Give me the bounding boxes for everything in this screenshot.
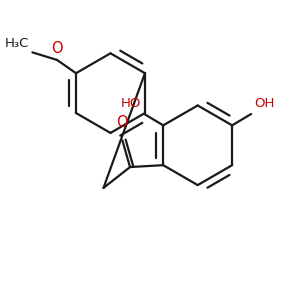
Text: O: O <box>116 115 127 130</box>
Text: H₃C: H₃C <box>5 37 29 50</box>
Text: HO: HO <box>121 97 141 110</box>
Text: O: O <box>51 41 63 56</box>
Text: OH: OH <box>254 97 274 110</box>
